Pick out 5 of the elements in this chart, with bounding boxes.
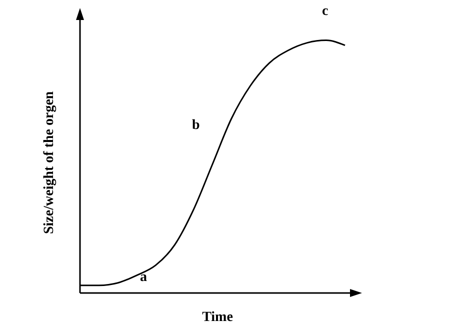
annotation: b [192, 118, 200, 134]
y-axis-title: Size/weight of the orgen [42, 91, 57, 234]
annotation: a [140, 270, 147, 286]
x-axis-title: Time [202, 310, 233, 325]
text: c [322, 4, 328, 20]
